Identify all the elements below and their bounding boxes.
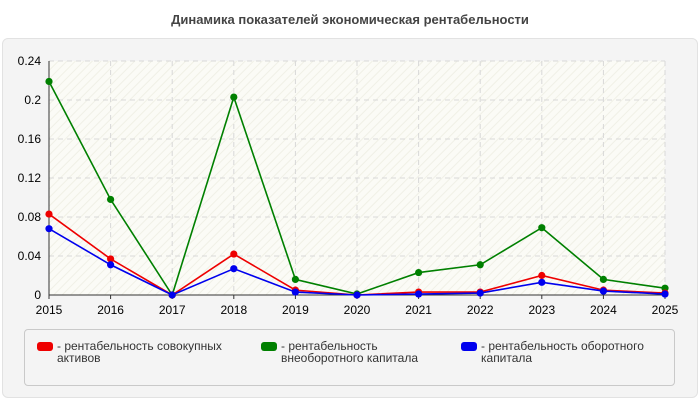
data-point [230, 250, 238, 258]
legend-label: - рентабельность оборотного капитала [481, 339, 644, 365]
x-tick-label: 2021 [405, 303, 432, 317]
data-point [415, 290, 423, 298]
x-tick-label: 2020 [344, 303, 371, 317]
data-point [45, 210, 53, 218]
x-tick-label: 2019 [282, 303, 309, 317]
legend-label: - рентабельность совокупных активов [57, 339, 222, 365]
legend-swatch-green [261, 342, 277, 351]
data-point [353, 291, 361, 299]
data-point [599, 275, 608, 283]
x-tick-label: 2022 [467, 303, 494, 317]
y-tick-label: 0.16 [18, 132, 42, 146]
data-point [107, 261, 115, 269]
x-tick-label: 2025 [652, 303, 679, 317]
data-point [661, 290, 669, 298]
chart-title: Динамика показателей экономическая рента… [171, 12, 529, 27]
line-chart: 0 0.04 0.08 0.12 0.16 0.2 0.24 2015 2016 2017 2018… [18, 54, 679, 317]
x-tick-label: 2023 [528, 303, 555, 317]
data-point [538, 278, 546, 286]
y-tick-label: 0.08 [18, 210, 42, 224]
y-tick-label: 0.24 [18, 54, 42, 68]
x-tick-label: 2024 [590, 303, 617, 317]
data-point [45, 77, 53, 86]
x-tick-label: 2015 [36, 303, 63, 317]
legend-label: - рентабельность внеоборотного капитала [281, 339, 418, 365]
y-tick-label: 0 [34, 288, 41, 302]
legend-swatch-blue [461, 342, 477, 351]
y-tick-label: 0.12 [18, 171, 42, 185]
data-point [476, 289, 484, 297]
data-point [230, 265, 238, 273]
data-point [476, 261, 484, 269]
data-point [599, 287, 608, 295]
data-point [45, 225, 53, 233]
data-point [538, 271, 546, 280]
x-tick-label: 2016 [97, 303, 124, 317]
data-point [107, 195, 115, 204]
data-point [230, 93, 238, 101]
legend: - рентабельность совокупных активов - ре… [24, 329, 675, 386]
y-tick-label: 0.04 [18, 249, 42, 263]
data-point [415, 268, 423, 277]
data-point [168, 291, 176, 299]
legend-swatch-red [37, 342, 53, 351]
data-point [107, 255, 115, 263]
x-tick-label: 2017 [159, 303, 186, 317]
data-point [538, 224, 546, 232]
data-point [291, 275, 299, 283]
data-point [291, 288, 299, 296]
y-tick-label: 0.2 [24, 93, 41, 107]
x-tick-label: 2018 [220, 303, 247, 317]
